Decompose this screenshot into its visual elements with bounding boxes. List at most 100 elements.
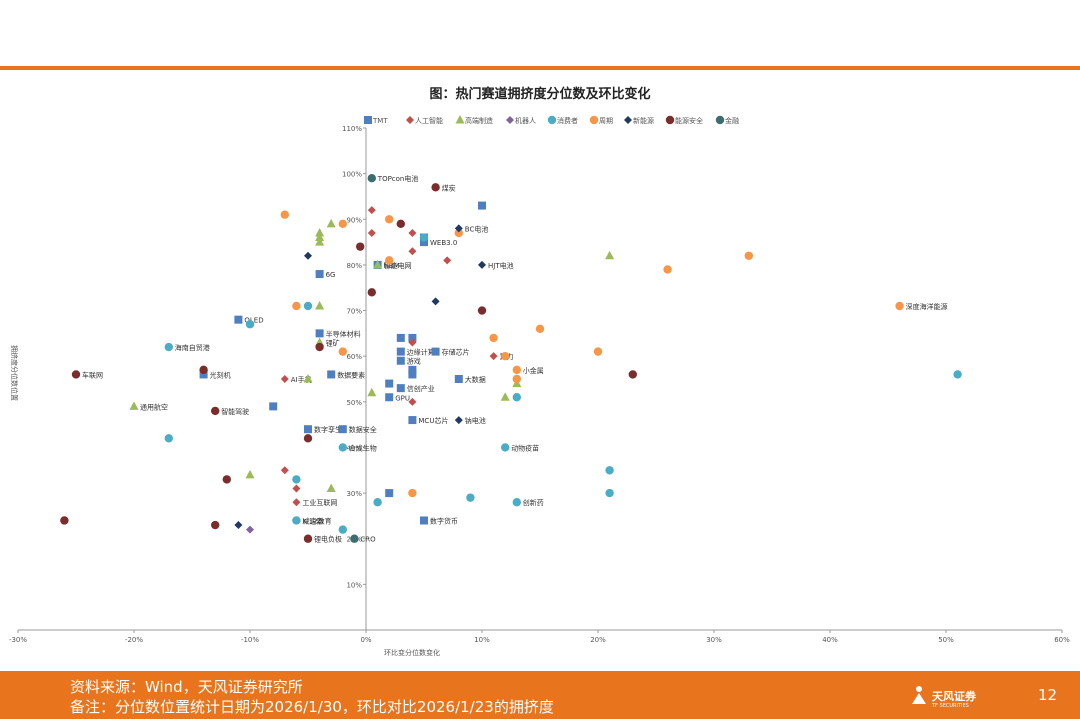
data-point <box>164 434 173 443</box>
data-point <box>431 297 440 306</box>
x-tick-label: 40% <box>822 636 838 644</box>
data-point <box>338 525 347 534</box>
data-point <box>269 402 278 411</box>
data-point <box>367 174 376 183</box>
data-point <box>315 300 325 310</box>
legend-label: 新能源 <box>633 116 654 125</box>
data-point <box>408 228 417 237</box>
data-point <box>454 375 463 383</box>
data-point <box>211 406 220 416</box>
data-label: AI手机 <box>291 375 312 384</box>
data-point <box>303 434 313 443</box>
data-point <box>385 379 394 388</box>
data-point <box>303 534 313 543</box>
data-point <box>60 516 69 525</box>
footer-bar <box>0 671 1080 719</box>
page-number: 12 <box>1038 686 1058 704</box>
data-point <box>605 466 614 475</box>
data-point <box>663 265 672 274</box>
data-point <box>512 498 521 507</box>
data-point <box>408 365 417 374</box>
data-label: 小金属 <box>523 366 544 375</box>
data-point <box>408 397 417 406</box>
data-point <box>315 329 324 338</box>
legend-label: 人工智能 <box>415 116 443 125</box>
data-label: 数据安全 <box>349 425 377 434</box>
data-label: 半导体材料 <box>326 329 361 338</box>
x-tick-label: 10% <box>474 636 490 644</box>
data-point <box>466 493 475 502</box>
data-point <box>338 425 347 434</box>
legend-marker <box>624 116 632 124</box>
y-tick-label: 60% <box>346 353 362 361</box>
data-point <box>356 242 365 251</box>
data-label: WEB3.0 <box>430 239 457 247</box>
data-point <box>367 387 377 397</box>
data-label: 游戏 <box>407 357 421 366</box>
company-logo-text: 天风证券 <box>932 690 976 703</box>
legend-marker <box>364 116 372 124</box>
data-label: OLED <box>244 317 263 325</box>
data-point <box>501 443 510 452</box>
data-point <box>280 466 289 475</box>
y-tick-label: 110% <box>342 125 362 133</box>
data-point <box>895 301 904 311</box>
data-point <box>234 315 243 324</box>
data-label: 工业互联网 <box>302 498 337 507</box>
data-point <box>292 498 301 507</box>
data-label: 通用航空 <box>140 402 168 411</box>
data-point <box>396 347 405 356</box>
data-point <box>431 347 440 356</box>
data-point <box>593 347 603 356</box>
data-point <box>315 232 325 242</box>
data-label: 创新药 <box>523 498 544 507</box>
data-point <box>408 338 417 347</box>
data-label: GPU <box>395 394 410 402</box>
data-point <box>408 333 417 342</box>
data-label: MCU芯片 <box>418 416 448 425</box>
data-label: 减速器 <box>302 516 323 525</box>
data-point <box>245 320 255 329</box>
data-point <box>385 215 394 224</box>
data-point <box>292 301 301 311</box>
data-point <box>326 483 336 493</box>
data-label: 深度海洋能源 <box>906 302 948 311</box>
data-point <box>303 301 313 311</box>
y-tick-label: 70% <box>346 308 362 316</box>
legend-marker <box>506 116 514 124</box>
data-label: 海南自贸港 <box>175 343 210 352</box>
chart-title: 图：热门赛道拥挤度分位数及环比变化 <box>429 87 651 102</box>
data-point <box>385 393 394 402</box>
data-point <box>315 270 324 279</box>
data-point <box>304 251 312 260</box>
data-point <box>454 224 463 233</box>
data-point <box>222 475 231 484</box>
data-label: 边缘计算 <box>407 348 435 357</box>
y-axis-title: 拥挤度分位数位置 <box>10 345 19 401</box>
data-point <box>478 201 486 210</box>
data-point <box>367 288 376 297</box>
data-point <box>396 333 405 342</box>
data-point <box>326 218 336 228</box>
y-tick-label: 50% <box>346 399 362 407</box>
legend-marker <box>455 115 465 124</box>
legend-label: 金融 <box>725 116 739 125</box>
x-tick-label: 60% <box>1054 636 1070 644</box>
data-point <box>408 247 417 256</box>
data-label: HBM <box>384 262 400 270</box>
data-point <box>605 250 615 260</box>
source-note: 资料来源：Wind，天风证券研究所 <box>70 678 303 696</box>
data-label: 锂电负极 <box>314 535 342 544</box>
data-label: 数字孪生 <box>314 425 342 434</box>
data-point <box>280 375 289 383</box>
company-logo-icon <box>910 684 928 706</box>
data-point <box>396 219 405 229</box>
legend-marker <box>589 115 599 125</box>
data-label: 钠电池 <box>465 416 486 425</box>
data-point <box>338 219 347 229</box>
data-point <box>454 416 463 425</box>
data-point <box>129 401 139 410</box>
y-tick-label: 10% <box>346 581 362 589</box>
data-point <box>408 370 417 379</box>
data-point <box>292 484 301 493</box>
